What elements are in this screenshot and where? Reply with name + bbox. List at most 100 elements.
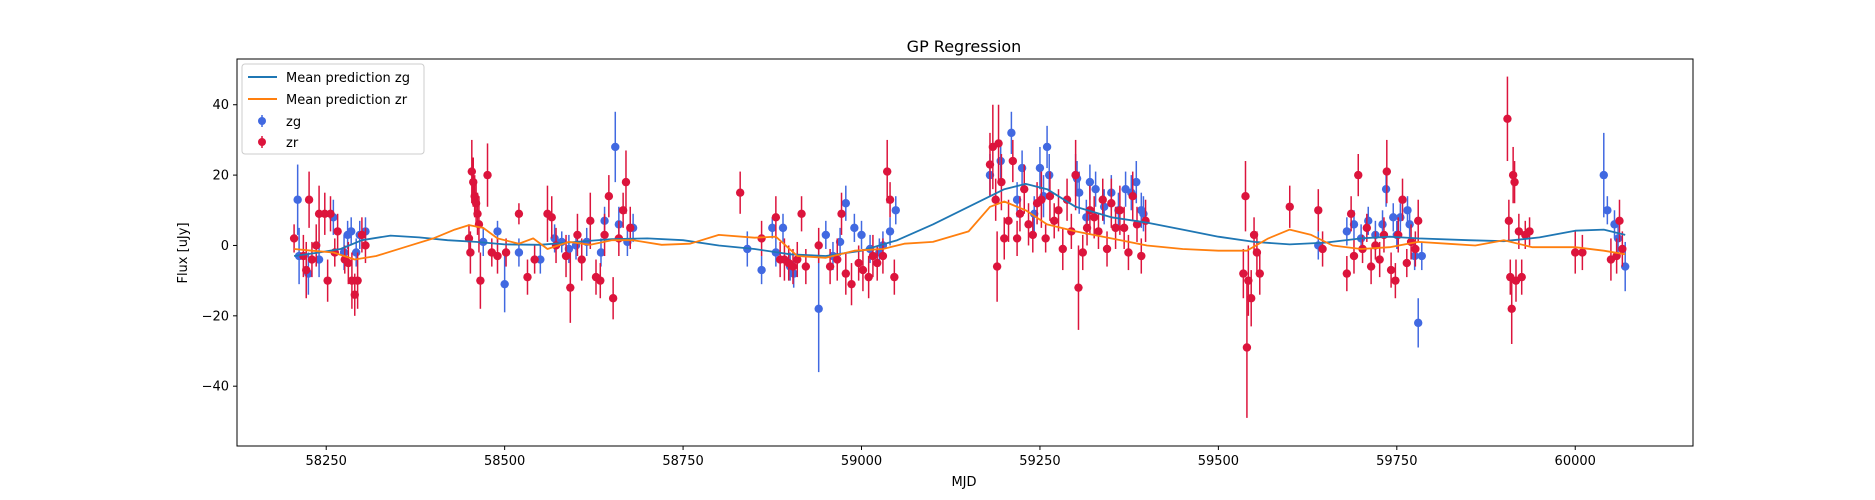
line-mean-prediction-zr <box>294 200 1626 261</box>
x-tick-label: 58250 <box>306 454 347 469</box>
y-tick-label: 0 <box>221 239 229 254</box>
legend-label-zg: zg <box>286 115 301 130</box>
plot-area <box>289 76 1630 418</box>
line-mean-prediction-zg <box>293 183 1626 257</box>
zg-point <box>1414 318 1423 328</box>
zr-point <box>735 188 745 197</box>
zg-point <box>1405 220 1414 229</box>
zr-point <box>825 262 835 271</box>
zr-point <box>473 209 482 218</box>
zr-point <box>1386 265 1396 275</box>
zr-point <box>501 248 511 257</box>
zr-point <box>307 255 317 264</box>
zr-point <box>1318 244 1327 254</box>
x-tick-label: 60000 <box>1555 454 1596 469</box>
zr-point <box>1119 223 1129 233</box>
zr-point <box>586 216 595 226</box>
zr-point <box>1037 195 1046 204</box>
zg-point <box>1099 202 1109 211</box>
zg-point <box>768 223 777 233</box>
zr-point <box>1414 216 1423 226</box>
zr-point <box>600 230 609 240</box>
zr-point <box>626 223 635 233</box>
zg-point <box>821 230 831 240</box>
zr-point <box>1082 223 1092 233</box>
zr-point <box>1342 269 1352 278</box>
zg-point <box>841 199 851 208</box>
zg-point <box>1417 251 1426 261</box>
zr-point <box>992 262 1002 271</box>
zg-point <box>346 227 356 236</box>
zr-point <box>476 276 485 285</box>
zr-point <box>1255 269 1264 278</box>
legend-label-mean-zg: Mean prediction zg <box>286 71 410 86</box>
y-tick-label: −20 <box>202 309 229 324</box>
x-axis: 58250 58500 58750 59000 59250 59500 59750 60000 <box>306 446 1596 469</box>
zr-point <box>1115 206 1125 215</box>
zr-point <box>1615 216 1624 226</box>
zr-point <box>493 251 502 261</box>
zg-point <box>514 248 524 257</box>
zg-point <box>611 142 620 152</box>
zr-point <box>302 265 311 275</box>
zr-point <box>868 251 878 261</box>
zr-point <box>1411 244 1420 254</box>
zr-point <box>608 294 618 303</box>
zr-point <box>604 192 614 201</box>
zr-point <box>1508 170 1518 180</box>
zg-point <box>1042 142 1052 152</box>
zr-point <box>1354 170 1363 180</box>
zr-point <box>1517 272 1526 282</box>
y-axis-label: Flux [uJy] <box>176 222 191 283</box>
zr-point <box>1510 177 1519 187</box>
zg-point <box>857 230 866 240</box>
zr-point <box>467 167 477 176</box>
legend-label-zr: zr <box>286 136 299 151</box>
zr-point <box>841 269 851 278</box>
zr-point <box>837 209 846 218</box>
zg-point <box>1007 128 1016 138</box>
zr-point <box>994 139 1003 148</box>
zr-point <box>1398 195 1407 204</box>
zr-point <box>523 272 532 282</box>
zr-point <box>985 160 995 169</box>
chart-title: GP Regression <box>907 37 1022 56</box>
zr-point <box>1008 156 1018 166</box>
zr-point <box>1020 184 1029 194</box>
zg-point <box>1364 216 1373 226</box>
zr-point <box>621 177 631 187</box>
zg-point <box>314 255 324 264</box>
zr-point <box>1285 202 1294 211</box>
zr-point <box>1349 251 1359 261</box>
zr-point <box>561 251 571 261</box>
zr-point <box>1004 216 1013 226</box>
zr-point <box>1107 199 1116 208</box>
zr-point <box>1244 276 1253 285</box>
zr-point <box>878 251 888 261</box>
x-tick-label: 58750 <box>662 454 703 469</box>
zr-point <box>757 234 766 243</box>
zg-point <box>1389 213 1398 222</box>
zr-point <box>1045 192 1055 201</box>
zr-point <box>1054 206 1063 215</box>
zg-point <box>1403 206 1412 215</box>
zr-point <box>1012 234 1022 243</box>
zg-point <box>1017 163 1027 173</box>
plot-frame <box>236 58 1694 447</box>
zr-point <box>1041 234 1050 243</box>
zr-point <box>1578 248 1587 257</box>
zg-point <box>596 248 606 257</box>
zr-point <box>833 255 842 264</box>
zg-point <box>1085 177 1095 187</box>
zr-point <box>350 290 359 299</box>
zr-point <box>1124 248 1133 257</box>
zr-point <box>1247 294 1256 303</box>
zg-point <box>757 265 766 275</box>
zg-point <box>1132 177 1141 187</box>
zr-point <box>1137 251 1146 261</box>
zg-point <box>564 244 574 254</box>
zg-point <box>814 304 823 313</box>
zr-point <box>326 209 335 218</box>
zr-point <box>1366 262 1376 271</box>
zg-point <box>891 206 900 215</box>
